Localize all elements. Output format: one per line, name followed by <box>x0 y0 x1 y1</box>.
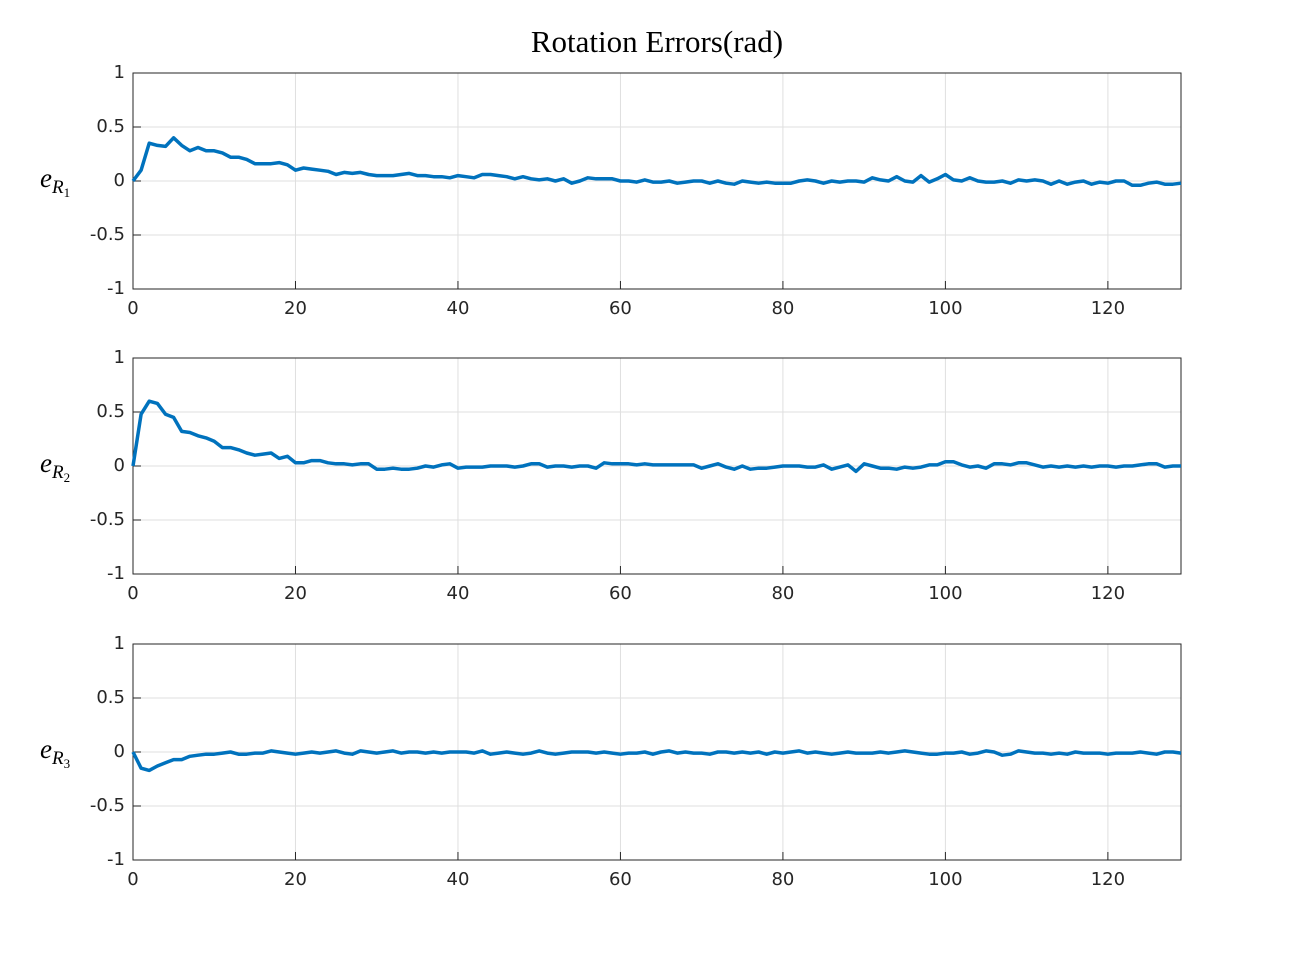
y-label-subsub: 2 <box>64 470 71 485</box>
y-tick-label: -0.5 <box>90 509 125 530</box>
x-tick-label: 80 <box>771 869 794 890</box>
y-tick-label: -1 <box>107 563 125 584</box>
y-tick-label: 0 <box>114 455 125 476</box>
y-tick-label: 0 <box>114 170 125 191</box>
x-tick-label: 0 <box>127 298 138 319</box>
y-tick-label: -1 <box>107 849 125 870</box>
x-tick-label: 0 <box>127 583 138 604</box>
y-label-sub: R <box>51 462 64 483</box>
data-line <box>131 136 1182 188</box>
y-axis-label: eR1 <box>40 163 70 200</box>
y-tick-label: 0 <box>114 741 125 762</box>
data-line <box>131 399 1181 474</box>
y-tick-label: 0.5 <box>96 687 125 708</box>
x-tick-label: 20 <box>284 869 307 890</box>
y-label-subsub: 1 <box>64 185 71 200</box>
x-tick-label: 80 <box>771 583 794 604</box>
y-label-sub: R <box>51 177 64 198</box>
x-tick-label: 0 <box>127 869 138 890</box>
y-label-subsub: 3 <box>64 756 71 771</box>
y-tick-label: 0.5 <box>96 116 125 137</box>
y-tick-label: 0.5 <box>96 401 125 422</box>
y-tick-label: -1 <box>107 278 125 299</box>
x-tick-label: 20 <box>284 583 307 604</box>
x-tick-label: 40 <box>447 869 470 890</box>
y-label-base: e <box>40 734 52 764</box>
y-tick-label: 1 <box>114 62 125 83</box>
y-tick-label: -0.5 <box>90 224 125 245</box>
x-tick-label: 100 <box>928 583 962 604</box>
y-tick-label: -0.5 <box>90 795 125 816</box>
y-tick-label: 1 <box>114 633 125 654</box>
y-axis-label: eR2 <box>40 448 70 485</box>
x-tick-label: 120 <box>1091 298 1125 319</box>
y-axis-label: eR3 <box>40 734 70 771</box>
y-tick-label: 1 <box>114 347 125 368</box>
x-tick-label: 100 <box>928 869 962 890</box>
x-tick-label: 80 <box>771 298 794 319</box>
x-tick-label: 120 <box>1091 583 1125 604</box>
chart-title: Rotation Errors(rad) <box>531 24 783 59</box>
x-tick-label: 100 <box>928 298 962 319</box>
y-label-base: e <box>40 163 52 193</box>
x-tick-label: 60 <box>609 583 632 604</box>
x-tick-label: 40 <box>447 298 470 319</box>
x-tick-label: 60 <box>609 298 632 319</box>
x-tick-label: 40 <box>447 583 470 604</box>
x-tick-label: 120 <box>1091 869 1125 890</box>
x-tick-label: 60 <box>609 869 632 890</box>
x-tick-label: 20 <box>284 298 307 319</box>
data-line <box>131 749 1182 773</box>
y-label-base: e <box>40 448 52 478</box>
y-label-sub: R <box>51 748 64 769</box>
